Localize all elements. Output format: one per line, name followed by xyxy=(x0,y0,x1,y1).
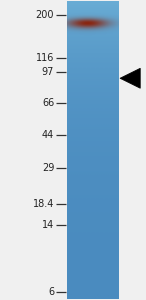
Text: 44: 44 xyxy=(42,130,54,140)
Text: 29: 29 xyxy=(42,163,54,173)
Text: 14: 14 xyxy=(42,220,54,230)
Text: 6: 6 xyxy=(48,287,54,297)
Text: 116: 116 xyxy=(36,53,54,63)
Text: 18.4: 18.4 xyxy=(33,199,54,209)
Text: 200: 200 xyxy=(36,10,54,20)
Polygon shape xyxy=(120,68,140,88)
Text: 66: 66 xyxy=(42,98,54,108)
Text: 97: 97 xyxy=(42,67,54,77)
